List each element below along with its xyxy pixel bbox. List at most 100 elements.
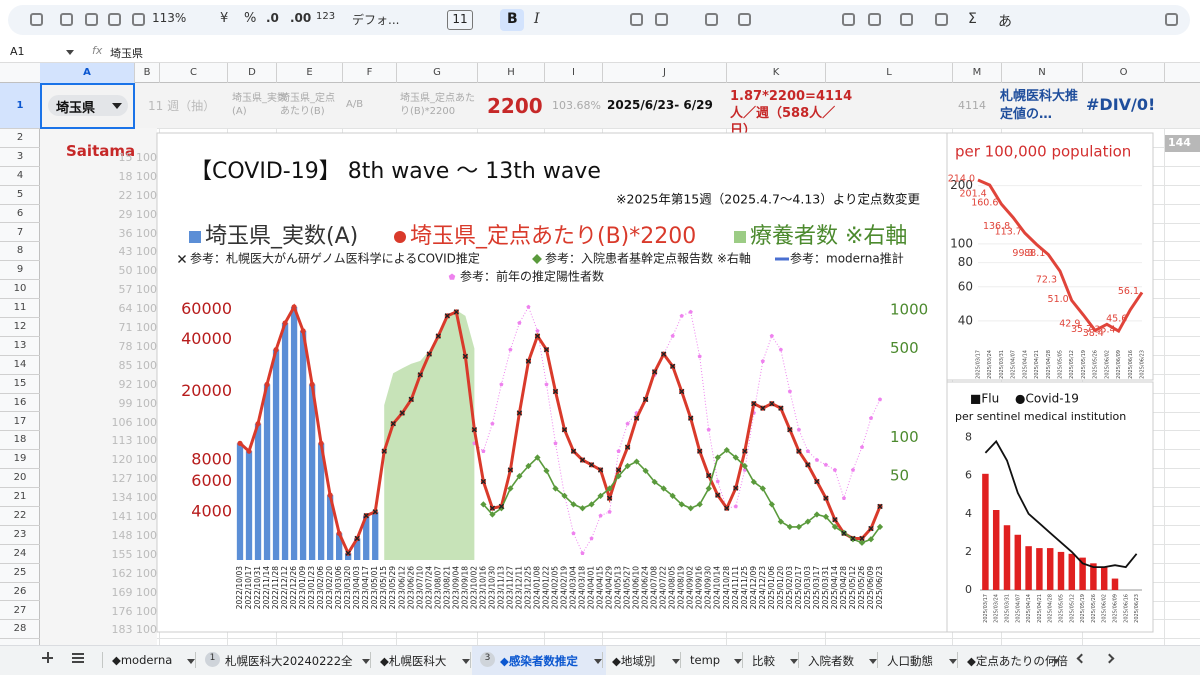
point xyxy=(616,449,621,453)
toolbar-currency: ¥ xyxy=(220,11,229,26)
x-tick-label: 2024/06/24 xyxy=(641,566,650,609)
dropdown-chip xyxy=(48,95,128,116)
x-tick-label: 2024/02/19 xyxy=(560,566,569,609)
legend-label: 参考：前年の推定陽性者数 xyxy=(460,269,604,284)
toolbar-italic: I xyxy=(534,11,540,27)
row-header: 10 xyxy=(0,280,40,300)
point xyxy=(255,421,261,427)
point xyxy=(795,523,802,530)
x-tick-label: 2025/05/26 xyxy=(1093,350,1099,379)
sheet-tab[interactable]: ◆札幌医科大 xyxy=(380,654,447,668)
x-tick-label: 2025/03/03 xyxy=(803,566,812,609)
column-header: N xyxy=(1002,63,1083,83)
legend-symbol xyxy=(734,231,746,243)
data-label: 88.1 xyxy=(1024,248,1045,259)
data-label: 160.6 xyxy=(971,198,998,209)
point xyxy=(336,530,342,536)
sheet-tab-arrow xyxy=(790,659,798,664)
legend-label: 埼玉県_定点あたり(B)*2200 xyxy=(410,224,696,249)
toolbar-icon xyxy=(60,13,73,26)
sheet-tab[interactable]: 札幌医科大20240222全 xyxy=(225,654,353,668)
point xyxy=(543,467,550,474)
data-label: 201.4 xyxy=(960,189,987,200)
point xyxy=(859,535,865,542)
point xyxy=(642,396,649,403)
x-tick-label: 2025/03/17 xyxy=(983,594,989,623)
x-tick-label: 2025/01/20 xyxy=(776,566,785,609)
sheet-tab-divider xyxy=(798,652,799,668)
point xyxy=(724,505,730,511)
y-tick-label: 80 xyxy=(958,255,973,269)
bar xyxy=(299,330,307,560)
column-header: D xyxy=(228,63,277,83)
x-tick-label: 2024/11/25 xyxy=(740,566,749,609)
point xyxy=(706,472,712,479)
y2-tick-label: 1000 xyxy=(890,301,928,319)
point xyxy=(345,550,351,556)
point xyxy=(777,518,784,525)
point xyxy=(489,505,496,511)
x-tick-label: 2025/03/17 xyxy=(976,350,982,379)
toolbar-icon xyxy=(30,13,43,26)
sheet-tab[interactable]: 比較 xyxy=(752,654,775,668)
x-tick-label: 2023/07/10 xyxy=(415,566,424,609)
cell-B11: 64 100 xyxy=(118,302,158,316)
x-tick-label: 2024/07/22 xyxy=(659,566,668,609)
point xyxy=(246,448,252,454)
y-tick-label: 4000 xyxy=(191,501,232,520)
x-tick-label: 2022/12/26 xyxy=(289,566,298,609)
x-tick-label: 2025/02/17 xyxy=(794,566,803,609)
cell-A2: Saitama xyxy=(66,142,136,160)
row-header: 1 xyxy=(0,83,40,129)
sheet-tab-badge-bg xyxy=(480,652,495,667)
x-tick-label: 2025/06/23 xyxy=(875,566,884,609)
cell-M1: 4114 xyxy=(958,99,986,112)
cell-H1: 2200 xyxy=(487,94,543,118)
column-header: F xyxy=(343,63,397,83)
point xyxy=(499,382,504,387)
point xyxy=(363,512,369,519)
point xyxy=(597,467,604,473)
toolbar-icon xyxy=(630,13,643,26)
point xyxy=(534,333,541,339)
sheet-tab-badge: 1 xyxy=(209,653,216,663)
sheet-tab[interactable]: ◆定点あたりの何倍 xyxy=(967,654,1068,668)
bar xyxy=(1014,534,1022,590)
cell-B10: 57 100 xyxy=(118,283,158,297)
point xyxy=(804,518,811,525)
sheet-tab[interactable]: ◆感染者数推定 xyxy=(500,654,578,668)
cell-A1[interactable]: 埼玉県 xyxy=(56,101,96,116)
sheet-tab[interactable]: ◆moderna xyxy=(112,653,173,667)
sheet-tab[interactable]: ◆地域別 xyxy=(612,654,656,668)
bar xyxy=(354,538,361,560)
x-tick-label: 2025/06/23 xyxy=(1134,594,1140,623)
formula-content: 埼玉県 xyxy=(110,47,143,60)
cell-K1: 1.87*2200=4114人／週（588人／日） xyxy=(730,89,853,138)
point xyxy=(481,449,486,453)
point xyxy=(796,448,802,454)
x-tick-label: 2024/10/14 xyxy=(713,566,722,609)
sheet-tab[interactable]: 人口動態 xyxy=(887,654,933,668)
bar xyxy=(281,322,289,560)
cell-B4: 18 100 xyxy=(118,169,158,183)
sheet-tab[interactable]: temp xyxy=(690,653,721,667)
point xyxy=(480,501,487,508)
chart-subtitle: per sentinel medical institution xyxy=(955,410,1126,423)
toolbar-icon xyxy=(705,13,718,26)
y2-tick-label: 100 xyxy=(890,428,919,446)
x-tick-label: 2023/01/09 xyxy=(298,566,307,609)
area xyxy=(384,310,475,560)
point xyxy=(417,372,423,378)
row-header: 28 xyxy=(0,620,40,640)
bar xyxy=(254,423,262,560)
sheet-tab-arrow xyxy=(187,659,195,664)
fx-label: fx xyxy=(92,44,103,57)
sheet-tab-divider xyxy=(877,652,878,668)
x-tick-label: 2025/02/03 xyxy=(785,566,794,609)
y2-tick-label: 500 xyxy=(890,339,919,357)
sheet-tab[interactable]: 入院者数 xyxy=(808,654,854,668)
y-tick-label: 60000 xyxy=(181,299,232,318)
cell-B12: 71 100 xyxy=(118,321,158,334)
point xyxy=(832,517,838,523)
x-tick-label: 2025/04/28 xyxy=(1048,594,1054,623)
